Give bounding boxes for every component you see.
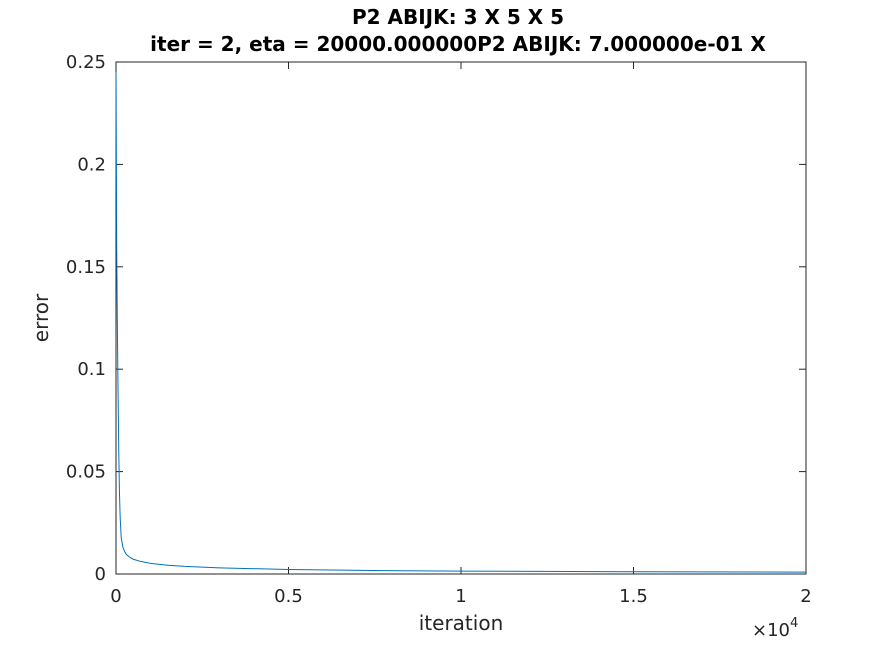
x-tick-label: 0.5 bbox=[274, 586, 303, 607]
y-axis-ticks: 0 0.05 0.1 0.15 0.2 0.25 bbox=[66, 52, 806, 585]
x-tick-label: 2 bbox=[800, 586, 811, 607]
y-tick-label: 0.25 bbox=[66, 52, 106, 73]
x-axis-label: iteration bbox=[419, 611, 504, 635]
x-axis-multiplier-base: ×10 bbox=[752, 620, 790, 641]
y-tick-label: 0.1 bbox=[77, 359, 106, 380]
x-tick-label: 1 bbox=[455, 586, 466, 607]
y-tick-label: 0.2 bbox=[77, 154, 106, 175]
y-tick-label: 0.15 bbox=[66, 257, 106, 278]
plot-area bbox=[115, 61, 807, 575]
y-axis-label: error bbox=[29, 293, 53, 342]
x-axis-multiplier: ×104 bbox=[752, 616, 798, 641]
x-tick-label: 0 bbox=[110, 586, 121, 607]
error-series-line bbox=[115, 72, 807, 573]
x-tick-label: 1.5 bbox=[619, 586, 648, 607]
chart-title-line-1: P2 ABIJK: 3 X 5 X 5 bbox=[352, 5, 564, 29]
y-tick-label: 0.05 bbox=[66, 462, 106, 483]
y-tick-label: 0 bbox=[95, 564, 106, 585]
chart-title-line-2: iter = 2, eta = 20000.000000P2 ABIJK: 7.… bbox=[150, 32, 766, 56]
x-axis-ticks: 0 0.5 1 1.5 2 bbox=[110, 62, 812, 607]
x-axis-multiplier-exponent: 4 bbox=[790, 616, 798, 631]
